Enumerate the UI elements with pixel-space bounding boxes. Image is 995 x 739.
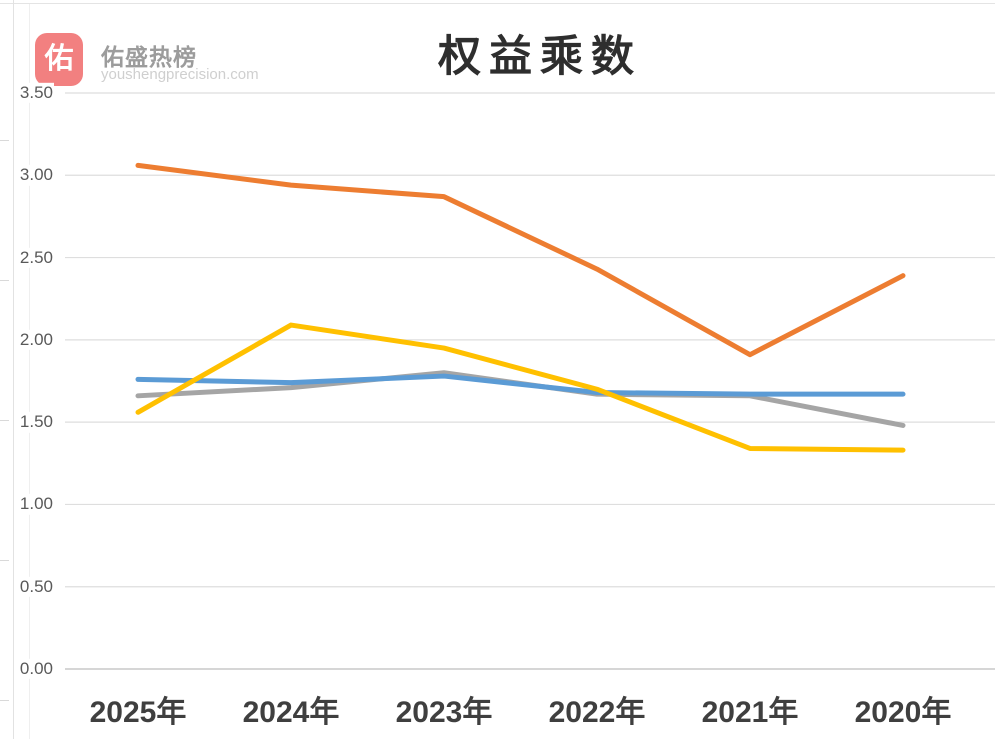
y-axis-tick-label: 0.00	[14, 658, 54, 680]
y-axis-tick-label: 1.50	[14, 411, 54, 433]
x-axis-label: 2021年	[701, 696, 799, 729]
x-axis-label: 2023年	[395, 696, 493, 729]
top-border	[0, 3, 995, 4]
edge-tick	[0, 420, 9, 421]
plot-left-edge-line	[29, 4, 30, 739]
y-axis-tick-label: 1.00	[14, 494, 54, 515]
x-axis-label: 2020年	[854, 696, 952, 729]
y-axis-tick-label: 2.00	[14, 329, 54, 351]
chart-title: 权益乘数	[438, 32, 642, 82]
x-axis-label: 2025年	[89, 696, 187, 729]
y-axis-tick-label: 2.50	[14, 247, 54, 268]
x-axis-label: 2022年	[548, 696, 646, 729]
series-line-orange	[135, 162, 906, 358]
edge-tick	[0, 140, 9, 141]
series-line-yellow	[135, 322, 906, 453]
y-axis-tick-label: 0.50	[14, 576, 54, 597]
left-page-edge-line	[13, 0, 14, 739]
edge-tick	[0, 560, 9, 561]
edge-tick	[0, 280, 9, 281]
brand-name: 佑盛热榜	[101, 44, 197, 70]
brand-logo-glyph: 佑	[44, 43, 74, 75]
brand-logo: 佑	[35, 33, 83, 86]
series-line-blue	[135, 373, 906, 397]
x-axis-label: 2024年	[242, 696, 340, 729]
y-axis-tick-label: 3.50	[14, 82, 54, 104]
y-axis-tick-label: 3.00	[14, 165, 54, 186]
brand-domain: youshengprecision.com	[101, 66, 259, 83]
edge-tick	[0, 700, 9, 701]
